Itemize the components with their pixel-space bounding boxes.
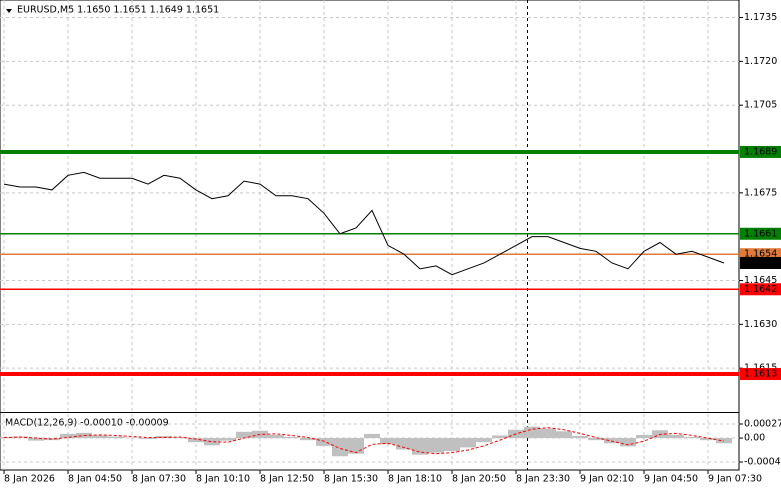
x-tick-label: 9 Jan 02:10	[580, 474, 634, 485]
macd-bar	[364, 433, 380, 439]
x-tick-label: 9 Jan 07:30	[708, 474, 762, 485]
signal-line	[3, 427, 725, 455]
price-line	[3, 171, 725, 276]
level-label-box	[740, 145, 781, 158]
macd-bar	[300, 438, 316, 441]
macd-bar	[156, 435, 172, 439]
macd-bar	[444, 438, 460, 452]
macd-bar	[92, 435, 108, 439]
level-label-box	[740, 227, 781, 240]
macd-bar	[636, 434, 652, 439]
macd-bar	[140, 438, 156, 440]
macd-bar	[460, 438, 476, 448]
x-tick-label: 8 Jan 10:10	[196, 474, 250, 485]
level-label: 1.1613	[744, 369, 777, 380]
macd-bar	[220, 438, 236, 441]
macd-bar	[236, 431, 252, 439]
x-tick-label: 8 Jan 12:50	[260, 474, 314, 485]
level-label-box	[740, 283, 781, 296]
y-tick-label: 1.1630	[744, 319, 777, 330]
macd-bar	[204, 438, 220, 446]
macd-bar	[556, 431, 572, 439]
macd-bar	[620, 438, 636, 447]
macd-bar	[540, 428, 556, 439]
macd-bar	[396, 438, 412, 450]
macd-bar	[188, 438, 204, 443]
menu-arrow	[6, 9, 12, 13]
macd-bar	[668, 434, 684, 439]
x-tick-label: 8 Jan 20:50	[452, 474, 506, 485]
macd-bar	[108, 436, 124, 439]
level-label: 1.1689	[744, 146, 777, 157]
macd-bar	[604, 438, 620, 444]
level-label: 1.1651	[744, 257, 777, 268]
y-tick-label: -0.00046	[744, 457, 781, 468]
macd-bar	[380, 438, 396, 445]
chart-title: EURUSD,M5 1.1650 1.1651 1.1649 1.1651	[17, 5, 219, 16]
y-tick-label: 1.1675	[744, 187, 777, 198]
x-tick-label: 8 Jan 23:30	[516, 474, 570, 485]
x-tick-label: 8 Jan 18:10	[388, 474, 442, 485]
level-label: 1.1642	[744, 284, 777, 295]
x-tick-label: 8 Jan 07:30	[132, 474, 186, 485]
macd-bar	[716, 438, 732, 444]
macd-bar	[28, 438, 44, 441]
y-tick-label: 0.00027	[744, 419, 781, 430]
y-tick-label: 1.1720	[744, 56, 777, 67]
macd-bar	[428, 438, 444, 453]
level-label-box	[740, 368, 781, 381]
x-tick-label: 8 Jan 2026	[4, 474, 55, 485]
macd-bar	[684, 437, 700, 439]
y-tick-label: 1.1705	[744, 100, 777, 111]
x-tick-label: 8 Jan 04:50	[68, 474, 122, 485]
y-tick-label: 1.1645	[744, 275, 777, 286]
y-tick-label: 1.1735	[744, 12, 777, 23]
plot-frame	[0, 0, 740, 471]
x-tick-label: 8 Jan 15:30	[324, 474, 378, 485]
macd-bar	[60, 433, 76, 439]
level-label: 1.1661	[744, 228, 777, 239]
macd-bar	[492, 435, 508, 439]
macd-bar	[332, 438, 348, 457]
macd-bar	[524, 426, 540, 439]
macd-bar	[268, 434, 284, 439]
macd-bar	[588, 438, 604, 441]
level-label-box	[740, 256, 781, 269]
macd-bar	[476, 438, 492, 443]
macd-bar	[124, 437, 140, 439]
macd-bar	[412, 438, 428, 455]
macd-bar	[284, 437, 300, 439]
indicator-title: MACD(12,26,9) -0.00010 -0.00009	[5, 418, 169, 429]
level-label: 1.1654	[744, 249, 777, 260]
macd-bar	[572, 435, 588, 439]
macd-bar	[316, 438, 332, 446]
macd-bar	[44, 438, 60, 441]
macd-bar	[172, 437, 188, 439]
macd-bar	[348, 438, 364, 454]
y-tick-label: 0.00	[744, 433, 765, 444]
x-tick-label: 9 Jan 04:50	[644, 474, 698, 485]
macd-bar	[700, 438, 716, 441]
